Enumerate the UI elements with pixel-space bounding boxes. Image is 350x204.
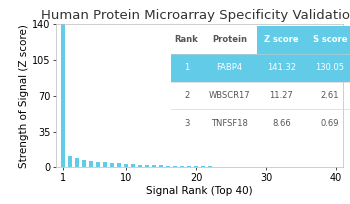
Bar [61,23,65,167]
Text: Z score: Z score [264,35,299,44]
FancyBboxPatch shape [306,26,350,54]
Text: 130.05: 130.05 [316,63,345,72]
Text: 3: 3 [184,119,189,128]
Bar [138,164,142,167]
Text: TNFSF18: TNFSF18 [211,119,248,128]
Bar [124,164,128,167]
Bar [75,159,79,167]
Text: Protein: Protein [212,35,247,44]
Bar [89,161,93,167]
Bar [110,163,114,167]
Bar [117,163,121,167]
Text: 11.27: 11.27 [270,91,293,100]
Text: 1: 1 [184,63,189,72]
Bar [145,165,149,167]
Y-axis label: Strength of Signal (Z score): Strength of Signal (Z score) [19,24,29,168]
Text: 8.66: 8.66 [272,119,290,128]
Bar [208,166,212,167]
Bar [187,166,191,167]
Bar [173,166,177,167]
Text: 0.69: 0.69 [321,119,339,128]
FancyBboxPatch shape [306,54,350,82]
FancyBboxPatch shape [171,54,202,82]
Bar [68,156,72,167]
Bar [201,166,205,167]
X-axis label: Signal Rank (Top 40): Signal Rank (Top 40) [146,186,253,196]
Bar [152,165,156,167]
Bar [82,160,86,167]
FancyBboxPatch shape [257,26,306,54]
FancyBboxPatch shape [202,54,257,82]
Text: FABP4: FABP4 [217,63,243,72]
FancyBboxPatch shape [257,54,306,82]
Bar [180,166,184,167]
Text: S score: S score [313,35,347,44]
Text: Rank: Rank [175,35,198,44]
Bar [194,166,198,167]
Text: 141.32: 141.32 [267,63,296,72]
Bar [215,166,219,167]
Text: 2: 2 [184,91,189,100]
Bar [166,165,170,167]
Text: WBSCR17: WBSCR17 [209,91,251,100]
Bar [103,162,107,167]
Text: 2.61: 2.61 [321,91,339,100]
Bar [131,164,135,167]
Title: Human Protein Microarray Specificity Validation: Human Protein Microarray Specificity Val… [41,9,350,22]
Bar [159,165,163,167]
Bar [96,162,100,167]
